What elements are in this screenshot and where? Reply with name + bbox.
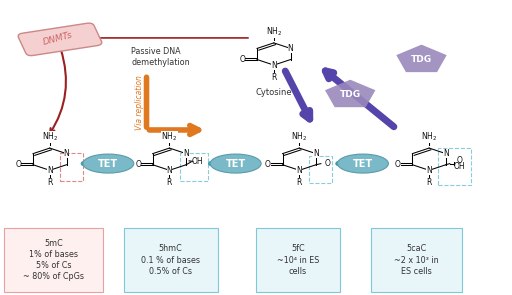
Ellipse shape xyxy=(210,154,261,173)
FancyBboxPatch shape xyxy=(18,23,102,56)
Text: O: O xyxy=(135,160,141,169)
Text: O: O xyxy=(15,160,22,169)
Text: N: N xyxy=(183,149,189,158)
Text: N: N xyxy=(313,149,319,158)
Text: R: R xyxy=(296,178,302,187)
Text: 5fC
~10⁴ in ES
cells: 5fC ~10⁴ in ES cells xyxy=(277,244,319,276)
Text: O: O xyxy=(457,156,462,165)
Text: O: O xyxy=(265,160,271,169)
Text: N: N xyxy=(166,166,173,175)
Text: NH$_2$: NH$_2$ xyxy=(41,131,58,143)
Text: Cytosine: Cytosine xyxy=(255,88,292,96)
Text: R: R xyxy=(426,178,432,187)
FancyBboxPatch shape xyxy=(371,228,462,292)
Text: 5hmC
0.1 % of bases
0.5% of Cs: 5hmC 0.1 % of bases 0.5% of Cs xyxy=(141,244,200,276)
Text: O: O xyxy=(395,160,401,169)
Text: O: O xyxy=(240,55,245,64)
FancyBboxPatch shape xyxy=(123,228,218,292)
FancyBboxPatch shape xyxy=(4,228,103,292)
FancyBboxPatch shape xyxy=(256,228,340,292)
Polygon shape xyxy=(396,45,446,72)
Text: O: O xyxy=(325,159,331,168)
Text: N: N xyxy=(63,149,70,158)
Text: OH: OH xyxy=(454,162,465,171)
Text: TET: TET xyxy=(98,159,118,168)
Text: Via replication: Via replication xyxy=(135,75,144,130)
Text: R: R xyxy=(271,73,276,82)
Polygon shape xyxy=(325,80,375,107)
Text: NH$_2$: NH$_2$ xyxy=(421,131,437,143)
Text: NH$_2$: NH$_2$ xyxy=(266,26,282,38)
Text: TET: TET xyxy=(226,159,246,168)
Text: R: R xyxy=(167,178,172,187)
Text: N: N xyxy=(47,166,53,175)
Text: 5caC
~2 x 10³ in
ES cells: 5caC ~2 x 10³ in ES cells xyxy=(394,244,439,276)
Text: Passive DNA
demethylation: Passive DNA demethylation xyxy=(131,47,190,67)
Text: TDG: TDG xyxy=(339,90,361,99)
Ellipse shape xyxy=(337,154,389,173)
Text: TET: TET xyxy=(353,159,373,168)
Text: NH$_2$: NH$_2$ xyxy=(291,131,307,143)
Text: N: N xyxy=(443,149,449,158)
Text: N: N xyxy=(426,166,432,175)
Ellipse shape xyxy=(83,154,134,173)
Text: N: N xyxy=(296,166,302,175)
Text: N: N xyxy=(271,60,276,70)
Text: DNMTs: DNMTs xyxy=(41,30,73,47)
Text: NH$_2$: NH$_2$ xyxy=(161,131,178,143)
Text: OH: OH xyxy=(192,157,204,166)
Text: 5mC
1% of bases
5% of Cs
~ 80% of CpGs: 5mC 1% of bases 5% of Cs ~ 80% of CpGs xyxy=(23,239,84,281)
Text: R: R xyxy=(47,178,52,187)
Text: N: N xyxy=(288,44,293,53)
Text: TDG: TDG xyxy=(411,55,432,64)
